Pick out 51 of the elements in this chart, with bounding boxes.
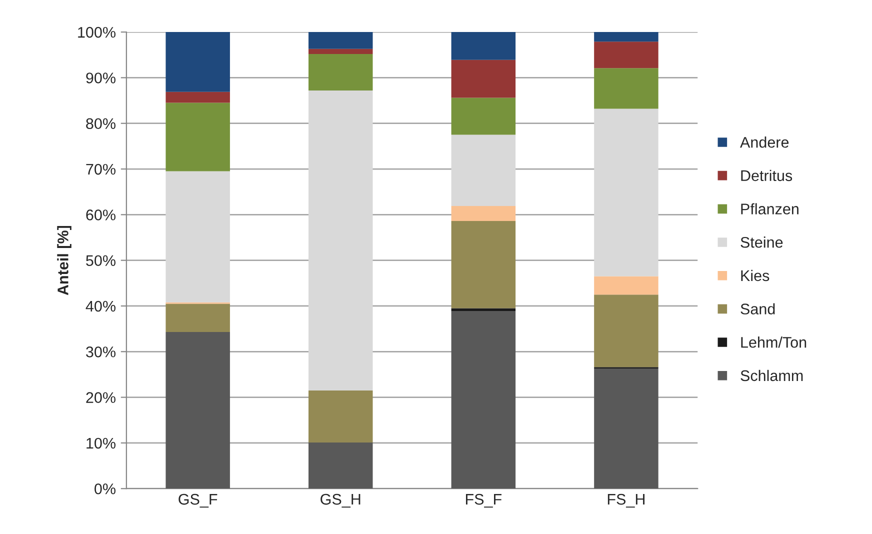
bar xyxy=(451,206,516,222)
y-tick-label: 0% xyxy=(94,483,116,494)
y-tick-label: 50% xyxy=(86,255,116,266)
bar xyxy=(166,102,230,172)
bar xyxy=(451,60,516,98)
bar xyxy=(594,276,658,295)
bar xyxy=(166,304,230,332)
bar xyxy=(594,32,658,42)
x-tick-label: GS_H xyxy=(320,494,360,508)
y-tick-label: 80% xyxy=(86,118,116,130)
bar xyxy=(166,32,230,92)
legend-label: Detritus xyxy=(741,170,792,182)
y-tick-label: 40% xyxy=(86,300,116,312)
x-tick-label: FS_H xyxy=(608,494,644,508)
legend-label: Andere xyxy=(740,136,789,148)
bar xyxy=(451,308,516,312)
y-axis-title: Anteil [%] xyxy=(57,226,72,296)
bar xyxy=(308,54,373,90)
bar xyxy=(308,48,373,54)
x-tick-label: FS_F xyxy=(466,494,502,508)
legend-label: Sand xyxy=(740,303,775,314)
bar xyxy=(451,98,516,135)
y-tick-label: 70% xyxy=(86,164,116,175)
bar xyxy=(308,390,373,442)
y-tick-label: 100% xyxy=(78,26,116,38)
bar xyxy=(594,108,658,276)
legend-label: Kies xyxy=(741,270,770,282)
y-tick-label: 20% xyxy=(86,392,116,403)
bar xyxy=(166,332,230,489)
bar xyxy=(308,442,373,489)
bar xyxy=(308,32,373,49)
y-tick-label: 60% xyxy=(86,210,116,220)
bar xyxy=(594,42,658,68)
bar xyxy=(451,221,516,308)
bar xyxy=(594,68,658,109)
legend-label: Steine xyxy=(740,236,783,248)
bar xyxy=(166,171,230,302)
y-tick-label: 30% xyxy=(86,346,116,358)
legend-label: Schlamm xyxy=(740,370,803,382)
bar xyxy=(594,368,658,489)
bar xyxy=(451,311,516,489)
y-tick-label: 10% xyxy=(86,438,116,449)
legend-label: Lehm/Ton xyxy=(741,336,806,348)
bar xyxy=(451,32,516,60)
bar xyxy=(308,90,373,390)
bar xyxy=(594,294,658,368)
bar xyxy=(451,134,516,206)
bar xyxy=(166,92,230,103)
legend-label: Pflanzen xyxy=(741,203,798,214)
x-tick-label: GS_F xyxy=(178,494,218,508)
y-tick-label: 90% xyxy=(86,72,116,84)
